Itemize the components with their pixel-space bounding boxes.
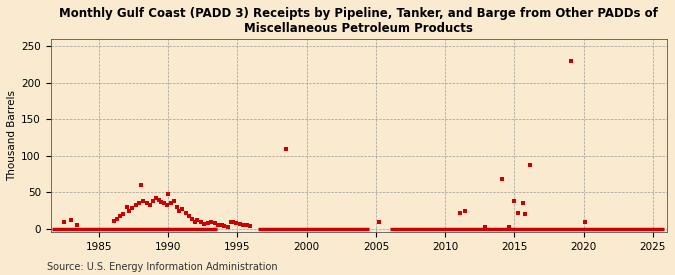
Text: Source: U.S. Energy Information Administration: Source: U.S. Energy Information Administ…: [47, 262, 278, 272]
Title: Monthly Gulf Coast (PADD 3) Receipts by Pipeline, Tanker, and Barge from Other P: Monthly Gulf Coast (PADD 3) Receipts by …: [59, 7, 658, 35]
Point: [520, 212, 531, 216]
Point: [131, 203, 142, 207]
Point: [156, 200, 167, 204]
Point: [117, 212, 128, 216]
Point: [199, 222, 210, 226]
Point: [455, 211, 466, 215]
Point: [238, 222, 248, 227]
Point: [72, 223, 82, 227]
Point: [513, 211, 524, 215]
Point: [184, 214, 194, 218]
Point: [517, 201, 528, 205]
Point: [480, 225, 491, 230]
Point: [159, 201, 169, 205]
Point: [163, 192, 173, 196]
Point: [134, 201, 144, 205]
Point: [148, 199, 159, 203]
Point: [213, 222, 223, 227]
Point: [504, 224, 514, 229]
Point: [225, 219, 236, 224]
Point: [168, 199, 179, 203]
Point: [165, 201, 176, 205]
Point: [177, 207, 188, 211]
Point: [181, 211, 192, 215]
Point: [497, 177, 508, 182]
Point: [222, 224, 233, 229]
Point: [186, 216, 197, 221]
Point: [235, 222, 246, 226]
Point: [109, 219, 119, 223]
Point: [524, 163, 535, 167]
Point: [217, 223, 227, 227]
Y-axis label: Thousand Barrels: Thousand Barrels: [7, 90, 17, 181]
Point: [189, 219, 200, 224]
Point: [373, 220, 384, 224]
Point: [66, 218, 77, 222]
Point: [459, 208, 470, 213]
Point: [135, 183, 146, 187]
Point: [114, 214, 125, 219]
Point: [210, 221, 221, 225]
Point: [145, 203, 156, 207]
Point: [203, 221, 214, 225]
Point: [142, 201, 153, 205]
Point: [161, 203, 172, 207]
Point: [242, 223, 252, 227]
Point: [124, 208, 135, 213]
Point: [122, 205, 132, 209]
Point: [153, 197, 164, 202]
Point: [509, 199, 520, 203]
Point: [231, 221, 242, 225]
Point: [192, 218, 202, 222]
Point: [206, 219, 217, 224]
Point: [580, 219, 591, 224]
Point: [281, 147, 292, 152]
Point: [244, 224, 255, 228]
Point: [111, 217, 122, 222]
Point: [196, 220, 207, 224]
Point: [566, 59, 576, 63]
Point: [218, 224, 229, 228]
Point: [228, 220, 239, 224]
Point: [127, 206, 138, 211]
Point: [171, 205, 182, 209]
Point: [174, 208, 185, 213]
Point: [138, 199, 148, 203]
Point: [59, 220, 70, 224]
Point: [151, 196, 161, 200]
